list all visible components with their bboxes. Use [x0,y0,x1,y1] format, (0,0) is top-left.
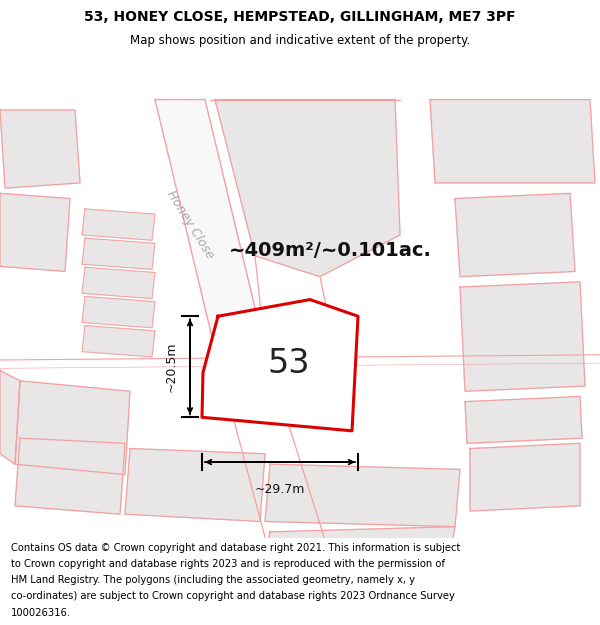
Text: ~20.5m: ~20.5m [165,341,178,392]
Text: to Crown copyright and database rights 2023 and is reproduced with the permissio: to Crown copyright and database rights 2… [11,559,445,569]
Polygon shape [155,99,265,349]
Text: 53, HONEY CLOSE, HEMPSTEAD, GILLINGHAM, ME7 3PF: 53, HONEY CLOSE, HEMPSTEAD, GILLINGHAM, … [84,11,516,24]
Polygon shape [265,527,455,556]
Polygon shape [82,296,155,328]
Polygon shape [470,443,580,511]
Text: Map shows position and indicative extent of the property.: Map shows position and indicative extent… [130,34,470,48]
Text: HM Land Registry. The polygons (including the associated geometry, namely x, y: HM Land Registry. The polygons (includin… [11,575,415,585]
Polygon shape [0,371,20,464]
Text: co-ordinates) are subject to Crown copyright and database rights 2023 Ordnance S: co-ordinates) are subject to Crown copyr… [11,591,455,601]
Text: Contains OS data © Crown copyright and database right 2021. This information is : Contains OS data © Crown copyright and d… [11,542,460,552]
Polygon shape [0,193,70,271]
Polygon shape [15,381,130,474]
Text: Honey Close: Honey Close [164,188,216,261]
Text: ~29.7m: ~29.7m [255,483,305,496]
Polygon shape [82,209,155,240]
Polygon shape [465,396,582,443]
Polygon shape [430,99,595,183]
Polygon shape [82,326,155,357]
Polygon shape [202,299,358,431]
Polygon shape [460,282,585,391]
Polygon shape [215,99,400,277]
Polygon shape [125,449,265,521]
Polygon shape [82,238,155,269]
Text: 100026316.: 100026316. [11,608,71,618]
Polygon shape [0,110,80,188]
Polygon shape [455,193,575,277]
Polygon shape [82,268,155,299]
Text: ~409m²/~0.101ac.: ~409m²/~0.101ac. [229,241,431,260]
Polygon shape [265,464,460,527]
Text: 53: 53 [268,348,310,381]
Polygon shape [15,438,125,514]
